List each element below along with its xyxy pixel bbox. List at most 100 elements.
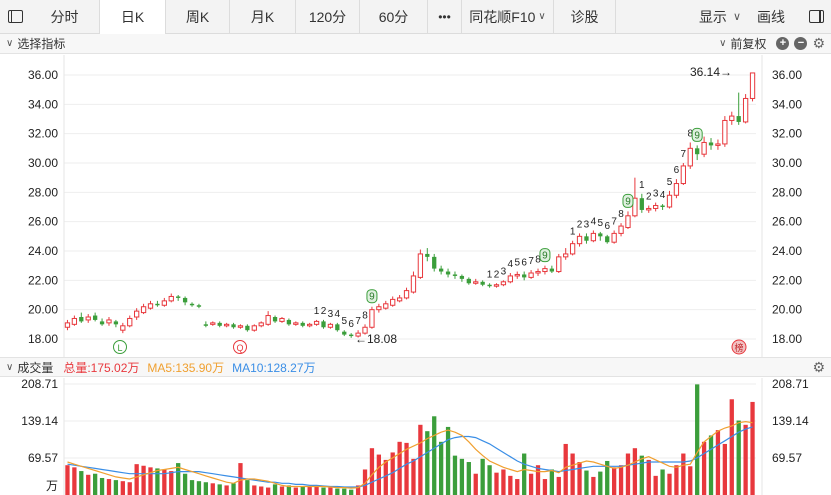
candle-body xyxy=(396,297,403,302)
tab-weekly-k[interactable]: 周K xyxy=(166,0,230,34)
candle xyxy=(286,318,292,326)
candle-body xyxy=(293,322,299,325)
candle xyxy=(514,271,520,279)
candle xyxy=(598,231,603,241)
chevron-down-icon[interactable]: ∨ xyxy=(6,38,14,49)
tab-daily-k[interactable]: 日K xyxy=(100,0,166,34)
tab-120min[interactable]: 120分 xyxy=(296,0,360,34)
volume-bar xyxy=(106,479,112,495)
sequence-count: 2 xyxy=(321,306,327,317)
candle-body xyxy=(342,331,347,335)
candle-body xyxy=(161,300,167,306)
volume-tick-left: 69.57 xyxy=(28,451,58,465)
candle-body xyxy=(605,236,610,243)
sequence-count: 6 xyxy=(348,319,354,330)
candle-body xyxy=(549,268,555,272)
candle-body xyxy=(196,305,202,307)
volume-bar xyxy=(79,471,84,495)
sequence-count: 3 xyxy=(501,266,507,277)
display-dropdown[interactable]: 显示 ∨ xyxy=(699,7,741,27)
candlestick-chart[interactable]: 36.00 34.00 32.00 30.00 28.00 26.00 24.00 22.00… xyxy=(0,55,831,357)
volume-bar xyxy=(425,431,430,495)
tab-monthly-k[interactable]: 月K xyxy=(230,0,296,34)
volume-bar xyxy=(646,459,651,495)
sequence-badge: 9 xyxy=(622,193,634,208)
candle xyxy=(383,300,389,310)
candle xyxy=(293,321,299,326)
tab-timeshare[interactable]: 分时 xyxy=(30,0,100,34)
candle xyxy=(522,271,527,281)
marker-l[interactable]: L xyxy=(113,340,127,354)
left-panel-toggle-icon[interactable] xyxy=(0,0,30,34)
candle-body xyxy=(258,322,264,327)
volume-bar xyxy=(556,476,561,495)
tab-f10[interactable]: 同花顺F10 ∨ xyxy=(462,0,554,34)
price-tick-right: 20.00 xyxy=(772,303,802,317)
candle xyxy=(445,268,451,278)
candle xyxy=(605,234,610,244)
marker-q[interactable]: Q xyxy=(233,340,247,354)
candle xyxy=(376,303,382,313)
more-periods-button[interactable]: ••• xyxy=(428,0,462,34)
volume-title[interactable]: 成交量 xyxy=(17,360,54,375)
volume-chart[interactable]: 208.71 208.71 139.14 139.14 69.57 69.57 万 xyxy=(0,378,831,495)
candle-body xyxy=(466,278,471,284)
candle-body xyxy=(701,141,707,155)
volume-bar xyxy=(459,458,465,495)
zoom-in-icon[interactable]: + xyxy=(776,37,790,50)
candle xyxy=(584,233,589,244)
volume-bar xyxy=(120,481,125,495)
candle-body xyxy=(120,325,126,331)
candle-body xyxy=(639,198,644,210)
candle xyxy=(279,317,285,323)
candle-body xyxy=(673,183,680,196)
candle-body xyxy=(362,326,368,334)
volume-bar xyxy=(411,458,416,495)
marker-bang[interactable]: 榜 xyxy=(731,339,747,355)
right-panel-toggle-icon[interactable] xyxy=(801,0,831,34)
candle xyxy=(147,300,154,310)
volume-bar xyxy=(141,465,146,495)
tab-diagnose[interactable]: 诊股 xyxy=(554,0,616,34)
ma10-line xyxy=(67,426,753,488)
candle xyxy=(237,324,244,329)
candle xyxy=(140,303,147,315)
gear-icon[interactable]: ⚙ xyxy=(812,358,825,375)
candle-body xyxy=(563,253,569,258)
volume-bar xyxy=(535,465,541,495)
candle-body xyxy=(653,205,659,209)
price-tick-right: 26.00 xyxy=(772,215,802,229)
candle xyxy=(625,211,631,229)
chevron-down-icon[interactable]: ∨ xyxy=(6,361,14,373)
candle xyxy=(493,283,500,288)
volume-tick-left: 208.71 xyxy=(21,378,58,391)
chevron-down-icon[interactable]: ∨ xyxy=(719,38,727,49)
candle-body xyxy=(113,321,119,325)
volume-bar xyxy=(113,480,119,495)
candle xyxy=(369,306,375,329)
price-tick-left: 22.00 xyxy=(28,273,58,287)
draw-line-button[interactable]: 画线 xyxy=(757,8,785,25)
candle xyxy=(542,265,548,275)
volume-bar xyxy=(584,470,589,495)
volume-bar xyxy=(466,462,471,495)
volume-bar xyxy=(245,480,250,495)
candle xyxy=(355,330,361,338)
volume-bar xyxy=(238,463,243,495)
gear-icon[interactable]: ⚙ xyxy=(812,35,825,51)
volume-bar xyxy=(563,443,568,495)
sequence-count: 6 xyxy=(604,221,610,232)
candle-body xyxy=(432,256,437,269)
price-tick-right: 36.00 xyxy=(772,68,802,82)
zoom-out-icon[interactable]: − xyxy=(794,37,808,50)
adjust-mode-dropdown[interactable]: 前复权 xyxy=(730,37,767,51)
sequence-count: 4 xyxy=(660,190,666,201)
sequence-count: 2 xyxy=(646,192,652,203)
select-indicator-button[interactable]: 选择指标 xyxy=(17,37,66,51)
volume-bar xyxy=(715,430,721,495)
price-tick-right: 22.00 xyxy=(772,273,802,287)
tab-60min[interactable]: 60分 xyxy=(360,0,428,34)
candle-body xyxy=(618,225,624,234)
volume-bar xyxy=(265,487,271,495)
volume-bar xyxy=(259,486,264,495)
